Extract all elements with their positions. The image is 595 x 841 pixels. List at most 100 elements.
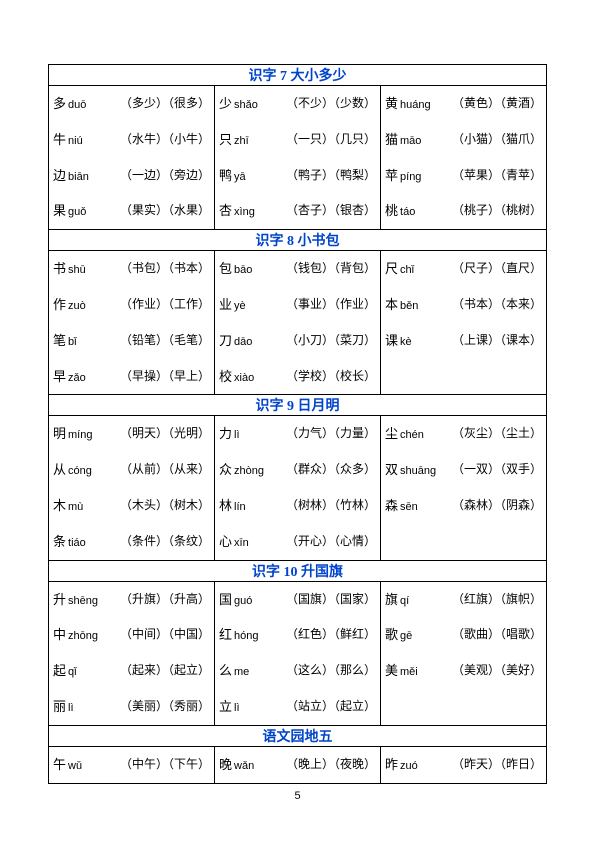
pinyin: běn [400,300,418,312]
char-pinyin: 立lì [219,695,273,719]
word-1: （从前） [120,462,168,476]
example-words: （美丽）（秀丽） [107,696,210,718]
word-1: （这么） [286,663,334,677]
word-2: （竹林） [334,498,376,512]
vocab-entry: 多duō（多少）（很多） [49,86,214,122]
example-words: （事业）（作业） [273,294,376,316]
pinyin: shū [68,264,86,276]
char-pinyin: 边biān [53,164,107,188]
pinyin: huáng [400,99,431,111]
word-1: （一边） [120,168,168,182]
word-2: （少数） [334,96,376,110]
word-2: （国家） [334,592,376,606]
example-words: （尺子）（直尺） [439,258,542,280]
vocab-entry: 笔bǐ（铅笔）（毛笔） [49,323,214,359]
character: 边 [53,168,66,183]
word-1: （森林） [452,498,500,512]
word-1: （书包） [120,261,168,275]
vocab-entry: 中zhōng（中间）（中国） [49,617,214,653]
pinyin: xīn [234,537,249,549]
pinyin: zǎo [68,372,86,384]
character: 起 [53,663,66,678]
character: 苹 [385,168,398,183]
word-2: （菜刀） [334,333,376,347]
character: 国 [219,592,232,607]
word-1: （条件） [120,534,168,548]
word-1: （多少） [120,96,168,110]
word-1: （昨天） [452,757,500,771]
vocab-entry: 条tiáo（条件）（条纹） [49,524,214,560]
word-2: （鲜红） [334,627,376,641]
pinyin: lì [234,429,240,441]
vocab-entry: 明míng（明天）（光明） [49,416,214,452]
word-2: （猫爪） [500,132,542,146]
example-words: （一双）（双手） [439,459,542,481]
word-1: （树林） [286,498,334,512]
vocab-entry: 么me（这么）（那么） [215,653,380,689]
character: 课 [385,333,398,348]
character: 众 [219,462,232,477]
vocab-entry: 立lì（站立）（起立） [215,689,380,725]
word-1: （力气） [286,426,334,440]
example-words: （升旗）（升高） [107,589,210,611]
pinyin: bǐ [68,336,77,348]
word-2: （很多） [168,96,210,110]
example-words: （站立）（起立） [273,696,376,718]
character: 作 [53,297,66,312]
word-2: （美好） [500,663,542,677]
example-words: （力气）（力量） [273,423,376,445]
word-2: （光明） [168,426,210,440]
character: 多 [53,96,66,111]
pinyin: xiào [234,372,254,384]
pinyin: kè [400,336,412,348]
word-1: （钱包） [286,261,334,275]
word-2: （直尺） [500,261,542,275]
vocab-entry: 丽lì（美丽）（秀丽） [49,689,214,725]
word-1: （苹果） [452,168,500,182]
char-pinyin: 苹píng [385,164,439,188]
word-2: （旗帜） [500,592,542,606]
word-2: （升高） [168,592,210,606]
pinyin: mù [68,501,83,513]
example-words: （昨天）（昨日） [439,754,542,776]
pinyin: lì [68,702,74,714]
character: 旗 [385,592,398,607]
word-2: （早上） [168,369,210,383]
vocab-entry: 歌gē（歌曲）（唱歌） [381,617,546,653]
word-2: （小牛） [168,132,210,146]
word-2: （夜晚） [334,757,376,771]
char-pinyin: 国guó [219,588,273,612]
char-pinyin: 条tiáo [53,530,107,554]
pinyin: qǐ [68,666,77,678]
word-1: （中午） [120,757,168,771]
example-words: （苹果）（青苹） [439,165,542,187]
char-pinyin: 从cóng [53,458,107,482]
character: 只 [219,132,232,147]
example-words: （歌曲）（唱歌） [439,624,542,646]
vocab-entry: 尘chén（灰尘）（尘土） [381,416,546,452]
vocab-entry: 果guǒ（果实）（水果） [49,193,214,229]
column: 午wǔ（中午）（下午） [49,746,215,783]
example-words: （树林）（竹林） [273,495,376,517]
character: 尘 [385,426,398,441]
character: 美 [385,663,398,678]
vocab-entry: 升shēng（升旗）（升高） [49,582,214,618]
example-words: （中午）（下午） [107,754,210,776]
word-2: （鸭梨） [334,168,376,182]
example-words: （小猫）（猫爪） [439,129,542,151]
vocab-entry: 少shǎo（不少）（少数） [215,86,380,122]
example-words: （起来）（起立） [107,660,210,682]
word-1: （水牛） [120,132,168,146]
example-words: （国旗）（国家） [273,589,376,611]
vocab-entry: 双shuāng（一双）（双手） [381,452,546,488]
pinyin: qí [400,595,409,607]
char-pinyin: 森sēn [385,494,439,518]
character: 少 [219,96,232,111]
character: 么 [219,663,232,678]
word-1: （学校） [286,369,334,383]
word-2: （书本） [168,261,210,275]
word-2: （背包） [334,261,376,275]
word-2: （银杏） [334,203,376,217]
column: 升shēng（升旗）（升高）中zhōng（中间）（中国）起qǐ（起来）（起立）丽… [49,581,215,725]
char-pinyin: 晚wǎn [219,753,273,777]
